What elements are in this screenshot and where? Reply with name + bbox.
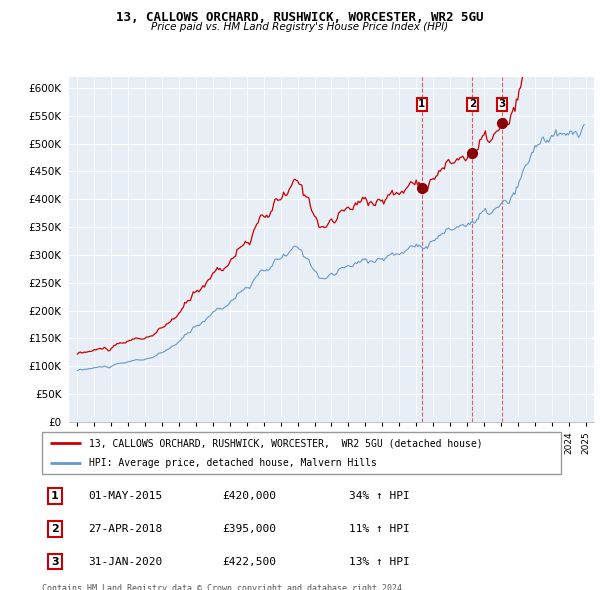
Text: 1: 1 bbox=[418, 99, 425, 109]
Text: HPI: Average price, detached house, Malvern Hills: HPI: Average price, detached house, Malv… bbox=[89, 458, 377, 468]
Text: Price paid vs. HM Land Registry's House Price Index (HPI): Price paid vs. HM Land Registry's House … bbox=[151, 22, 449, 32]
Text: 3: 3 bbox=[51, 556, 59, 566]
Text: 34% ↑ HPI: 34% ↑ HPI bbox=[349, 491, 410, 502]
Text: Contains HM Land Registry data © Crown copyright and database right 2024.: Contains HM Land Registry data © Crown c… bbox=[42, 584, 407, 590]
Text: £422,500: £422,500 bbox=[223, 556, 277, 566]
FancyBboxPatch shape bbox=[42, 432, 561, 474]
Text: 2: 2 bbox=[51, 524, 59, 534]
Text: 11% ↑ HPI: 11% ↑ HPI bbox=[349, 524, 410, 534]
Text: 1: 1 bbox=[51, 491, 59, 502]
Text: 3: 3 bbox=[499, 99, 506, 109]
Text: 31-JAN-2020: 31-JAN-2020 bbox=[88, 556, 162, 566]
Text: 01-MAY-2015: 01-MAY-2015 bbox=[88, 491, 162, 502]
Text: 13, CALLOWS ORCHARD, RUSHWICK, WORCESTER,  WR2 5GU (detached house): 13, CALLOWS ORCHARD, RUSHWICK, WORCESTER… bbox=[89, 438, 482, 448]
Text: £395,000: £395,000 bbox=[223, 524, 277, 534]
Text: 13, CALLOWS ORCHARD, RUSHWICK, WORCESTER, WR2 5GU: 13, CALLOWS ORCHARD, RUSHWICK, WORCESTER… bbox=[116, 11, 484, 24]
Text: 13% ↑ HPI: 13% ↑ HPI bbox=[349, 556, 410, 566]
Text: £420,000: £420,000 bbox=[223, 491, 277, 502]
Text: 27-APR-2018: 27-APR-2018 bbox=[88, 524, 162, 534]
Text: 2: 2 bbox=[469, 99, 476, 109]
